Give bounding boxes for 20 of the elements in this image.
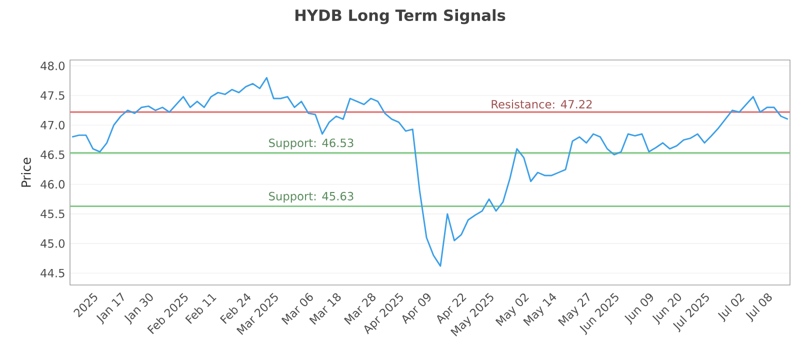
x-tick-label: Apr 09 [402,294,431,324]
ref-line-label: Support: 45.63 [269,192,354,203]
y-tick-label: 45.0 [40,239,65,248]
ref-line-label: Resistance: 47.22 [492,100,592,109]
y-tick-label: 48.0 [40,62,65,70]
y-tick-label: 47.5 [40,91,64,100]
y-tick-label: 46.5 [40,150,64,160]
y-axis-title: Price [21,158,31,187]
chart-title: HYDB Long Term Signals [295,9,506,24]
x-tick-label: Jun 09 [624,294,653,325]
x-tick-label: Jul 02 [718,294,745,322]
y-tick-label: 44.5 [40,268,64,278]
x-tick-label: Jan 17 [96,292,124,325]
x-tick-label: Jul 08 [746,293,772,322]
y-tick-label: 46.0 [40,180,65,189]
y-tick-label: 45.5 [40,210,64,218]
y-tick-label: 47.0 [40,120,65,130]
ref-line-label: Support: 46.53 [269,138,354,150]
line-series [71,77,789,267]
x-tick-label: Jan 30 [124,293,153,325]
